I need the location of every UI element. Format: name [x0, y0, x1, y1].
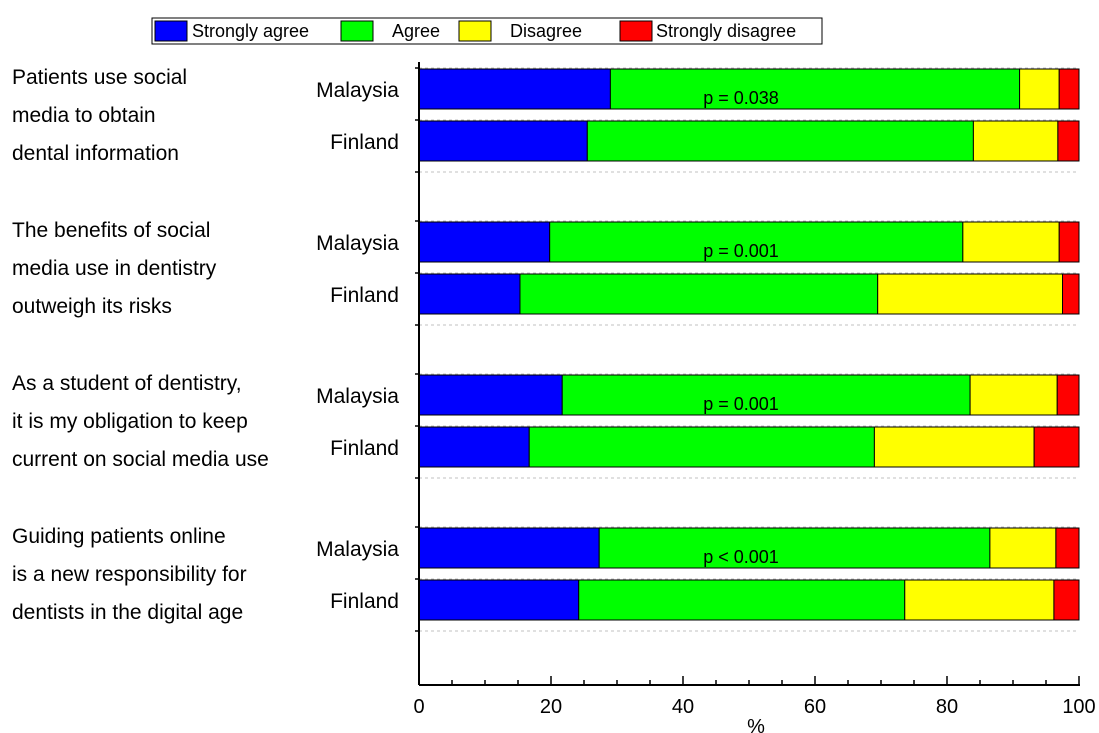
- bar-segment-strongly-agree: [418, 426, 530, 468]
- bar-segment-strongly-agree: [418, 273, 521, 315]
- bar-segment-strongly-agree: [418, 527, 600, 569]
- statement-text: As a student of dentistry,: [12, 372, 242, 395]
- country-label: Malaysia: [316, 538, 399, 561]
- legend-swatch-3: [619, 20, 653, 42]
- axes: 0 20 40 60 80 100%: [413, 62, 1096, 733]
- bar-segment-strongly-agree: [418, 374, 563, 416]
- bar-segment-strongly-agree: [418, 579, 580, 621]
- x-axis-label: %: [747, 716, 765, 733]
- x-tick-label: 60: [804, 696, 826, 718]
- bar-segment-disagree: [1019, 68, 1060, 110]
- x-tick-label: 100: [1062, 696, 1095, 718]
- bar-segment-strongly-disagree: [1062, 273, 1080, 315]
- legend: Strongly agree Agree Disagree Strongly disa…: [151, 17, 823, 45]
- legend-item-2: Disagree: [510, 21, 582, 41]
- statement-text: Guiding patients online: [12, 525, 226, 548]
- legend-swatch-0: [154, 20, 188, 42]
- statement-text: dentists in the digital age: [12, 601, 243, 624]
- statement-text: outweigh its risks: [12, 295, 172, 318]
- statement-text: it is my obligation to keep: [12, 410, 248, 433]
- bar-segment-disagree: [989, 527, 1057, 569]
- p-value-label: p = 0.038: [703, 88, 779, 108]
- bars: [418, 68, 1080, 621]
- legend-swatch-2: [458, 20, 492, 42]
- x-tick-label: 40: [672, 696, 694, 718]
- statement-text: media use in dentistry: [12, 257, 217, 280]
- country-label: Finland: [330, 437, 399, 460]
- grid-lines: [419, 67, 1079, 632]
- country-label: Finland: [330, 131, 399, 154]
- legend-item-0: Strongly agree: [192, 21, 309, 41]
- bar-segment-strongly-agree: [418, 120, 588, 162]
- legend-item-1: Agree: [392, 21, 440, 41]
- legend-item-3: Strongly disagree: [656, 21, 796, 41]
- bar-segment-agree: [586, 120, 974, 162]
- bar-segment-disagree: [873, 426, 1035, 468]
- bar-segment-strongly-disagree: [1053, 579, 1080, 621]
- bar-segment-strongly-disagree: [1058, 68, 1080, 110]
- bar-segment-strongly-disagree: [1058, 221, 1080, 263]
- p-value-label: p < 0.001: [703, 547, 779, 567]
- bar-segment-agree: [549, 221, 964, 263]
- bar-segment-disagree: [962, 221, 1060, 263]
- statement-text: dental information: [12, 142, 179, 165]
- country-label: Malaysia: [316, 232, 399, 255]
- country-label: Finland: [330, 284, 399, 307]
- bar-segment-agree: [519, 273, 879, 315]
- statement-text: The benefits of social: [12, 219, 210, 242]
- statement-text: media to obtain: [12, 104, 156, 127]
- bar-segment-disagree: [972, 120, 1059, 162]
- bar-segment-agree: [528, 426, 875, 468]
- p-value-label: p = 0.001: [703, 241, 779, 261]
- x-tick-label: 80: [936, 696, 958, 718]
- bar-segment-agree: [598, 527, 991, 569]
- x-tick-label: 0: [413, 696, 424, 718]
- x-tick-label: 20: [540, 696, 562, 718]
- p-value-label: p = 0.001: [703, 394, 779, 414]
- bar-segment-agree: [578, 579, 906, 621]
- bar-segment-disagree: [904, 579, 1055, 621]
- country-label: Finland: [330, 590, 399, 613]
- bar-segment-agree: [609, 68, 1021, 110]
- statement-text: current on social media use: [12, 448, 269, 471]
- bar-segment-disagree: [877, 273, 1064, 315]
- bar-segment-strongly-disagree: [1057, 120, 1080, 162]
- country-label: Malaysia: [316, 79, 399, 102]
- bar-segment-strongly-disagree: [1056, 374, 1080, 416]
- country-label: Malaysia: [316, 385, 399, 408]
- bar-segment-disagree: [969, 374, 1058, 416]
- legend-swatch-1: [340, 20, 374, 42]
- bar-segment-strongly-disagree: [1055, 527, 1080, 569]
- bar-segment-strongly-agree: [418, 68, 611, 110]
- bar-segment-strongly-agree: [418, 221, 551, 263]
- bar-segment-strongly-disagree: [1033, 426, 1080, 468]
- labels: Patients use social media to obtain dental…: [12, 66, 779, 624]
- statement-text: Patients use social: [12, 66, 187, 89]
- statement-text: is a new responsibility for: [12, 563, 247, 586]
